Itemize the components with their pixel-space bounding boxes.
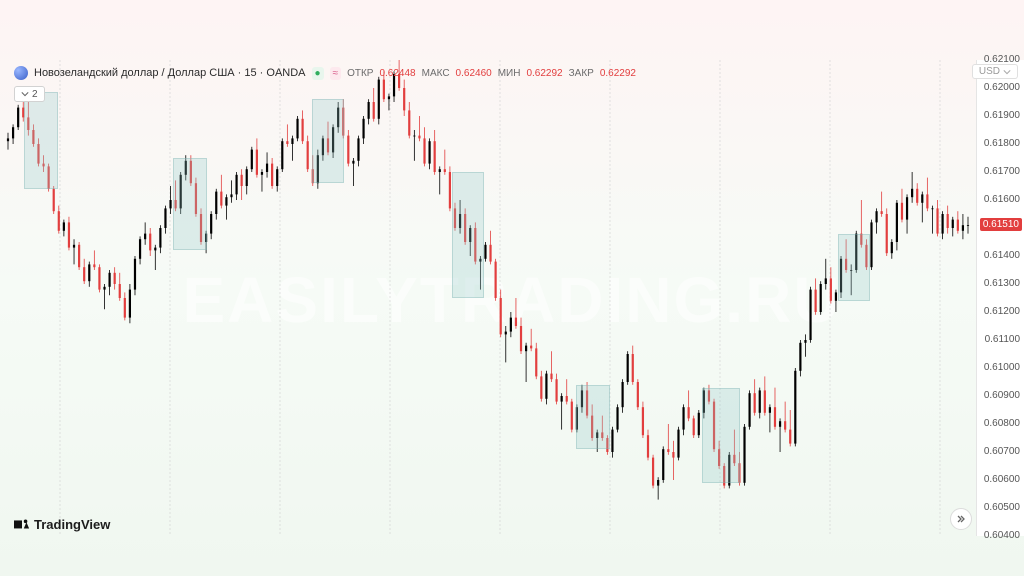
market-status-pill: ● bbox=[312, 67, 324, 80]
price-axis-label: 0.61200 bbox=[984, 306, 1020, 317]
highlight-zone bbox=[702, 388, 740, 483]
highlight-zone bbox=[173, 158, 207, 250]
price-axis-label: 0.61300 bbox=[984, 278, 1020, 289]
last-price-tag: 0.61510 bbox=[980, 218, 1022, 231]
ohlc-high-value: 0.62460 bbox=[456, 68, 492, 79]
scroll-to-latest-button[interactable] bbox=[950, 508, 972, 530]
price-axis-label: 0.60400 bbox=[984, 530, 1020, 541]
price-axis-label: 0.60500 bbox=[984, 502, 1020, 513]
ohlc-low-label: МИН bbox=[498, 68, 521, 79]
symbol-name[interactable]: Новозеландский доллар / Доллар США · 15 … bbox=[34, 67, 306, 79]
collapse-toggle-label: 2 bbox=[32, 89, 38, 100]
ohlc-open-value: 0.62448 bbox=[379, 68, 415, 79]
chart-header: Новозеландский доллар / Доллар США · 15 … bbox=[14, 64, 636, 82]
chevron-down-icon bbox=[21, 90, 29, 98]
currency-selector[interactable]: USD bbox=[972, 64, 1018, 79]
chevron-down-icon bbox=[1003, 68, 1011, 76]
ohlc-low-value: 0.62292 bbox=[526, 68, 562, 79]
price-axis-label: 0.61600 bbox=[984, 194, 1020, 205]
ohlc-close-label: ЗАКР bbox=[569, 68, 594, 79]
highlight-zone bbox=[838, 234, 870, 301]
highlight-zone bbox=[312, 99, 344, 183]
collapse-toggle[interactable]: 2 bbox=[14, 86, 45, 102]
ohlc-close-value: 0.62292 bbox=[600, 68, 636, 79]
price-axis-label: 0.61100 bbox=[985, 334, 1020, 345]
ohlc-open-label: ОТКР bbox=[347, 68, 373, 79]
ohlc-high-label: МАКС bbox=[422, 68, 450, 79]
tradingview-logo-text: TradingView bbox=[34, 517, 110, 532]
highlight-zone bbox=[24, 92, 58, 189]
tradingview-icon bbox=[14, 516, 30, 532]
price-axis-label: 0.60700 bbox=[984, 446, 1020, 457]
tradingview-logo[interactable]: TradingView bbox=[14, 516, 110, 532]
chevron-right-double-icon bbox=[956, 514, 966, 524]
highlight-zone bbox=[576, 385, 610, 449]
chart-candles bbox=[0, 60, 976, 536]
price-axis-label: 0.61700 bbox=[984, 166, 1020, 177]
price-axis-label: 0.61400 bbox=[984, 250, 1020, 261]
price-axis-label: 0.60600 bbox=[984, 474, 1020, 485]
price-axis-label: 0.61000 bbox=[984, 362, 1020, 373]
currency-label: USD bbox=[979, 66, 1000, 77]
chart-plot-area[interactable] bbox=[0, 60, 976, 536]
data-mode-pill: ≈ bbox=[330, 67, 342, 80]
symbol-icon bbox=[14, 66, 28, 80]
price-axis-label: 0.60800 bbox=[984, 418, 1020, 429]
price-axis-label: 0.61900 bbox=[984, 110, 1020, 121]
price-axis[interactable]: 0.621000.620000.619000.618000.617000.616… bbox=[976, 60, 1024, 536]
price-axis-label: 0.62000 bbox=[984, 82, 1020, 93]
price-axis-label: 0.60900 bbox=[984, 390, 1020, 401]
price-axis-label: 0.61800 bbox=[984, 138, 1020, 149]
highlight-zone bbox=[452, 172, 484, 298]
